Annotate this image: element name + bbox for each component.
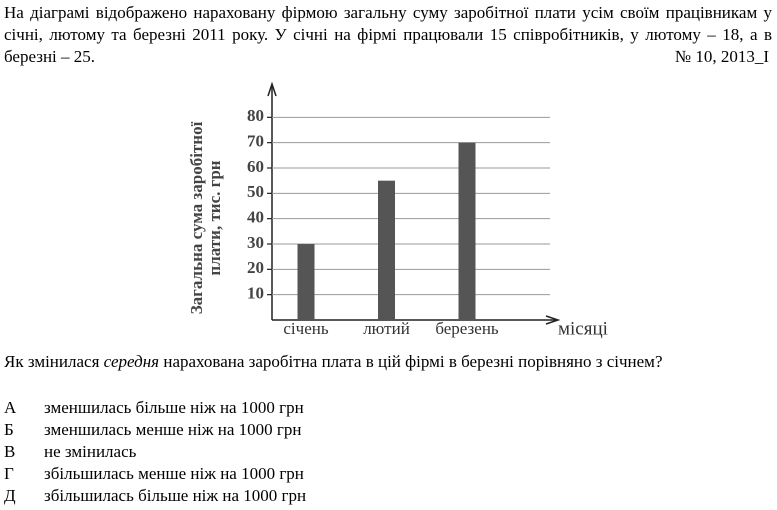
bar <box>458 142 476 320</box>
option-text: збільшилась менше ніж на 1000 грн <box>44 464 304 483</box>
chart: Загальна сума заробітної плати, тис. грн… <box>187 81 608 339</box>
option-letter: Д <box>4 486 16 505</box>
y-tick-label: 60 <box>247 157 264 176</box>
question-text: нарахована заробітна плата в цій фірмі в… <box>159 352 663 371</box>
y-tick-label: 10 <box>247 284 264 303</box>
y-axis-label: плати, тис. грн <box>205 160 224 275</box>
question: Як змінилася середня нарахована заробітн… <box>4 352 772 372</box>
y-tick-label: 50 <box>247 182 264 201</box>
y-tick-label: 20 <box>247 258 264 277</box>
y-tick-label: 40 <box>247 208 264 227</box>
x-tick-label: січень <box>283 319 328 338</box>
y-tick-label: 80 <box>247 106 264 125</box>
option-text: не змінилась <box>44 442 137 461</box>
problem-text: На діаграмі відображено нараховану фірмо… <box>4 3 772 66</box>
question-emphasis: середня <box>103 352 160 371</box>
option-text: зменшилась більше ніж на 1000 грн <box>44 398 304 417</box>
x-tick-label: березень <box>435 319 499 338</box>
y-axis-label: Загальна сума заробітної <box>187 121 206 314</box>
y-arrow <box>267 81 277 97</box>
question-text: Як змінилася <box>4 352 104 371</box>
option-letter: А <box>4 398 17 417</box>
source: № 10, 2013_I <box>674 47 769 66</box>
x-tick-label: лютий <box>363 319 410 338</box>
option-text: збільшилась більше ніж на 1000 грн <box>44 486 307 505</box>
bar <box>378 180 395 320</box>
x-arrow <box>545 315 561 325</box>
x-axis-label: місяці <box>558 318 608 339</box>
y-tick-label: 70 <box>247 132 264 151</box>
y-tick-label: 30 <box>247 233 264 252</box>
option-text: зменшилась менше ніж на 1000 грн <box>44 420 302 439</box>
option-letter: В <box>4 442 16 461</box>
option-letter: Б <box>4 420 14 439</box>
bar <box>297 244 315 320</box>
option-letter: Г <box>4 464 14 483</box>
